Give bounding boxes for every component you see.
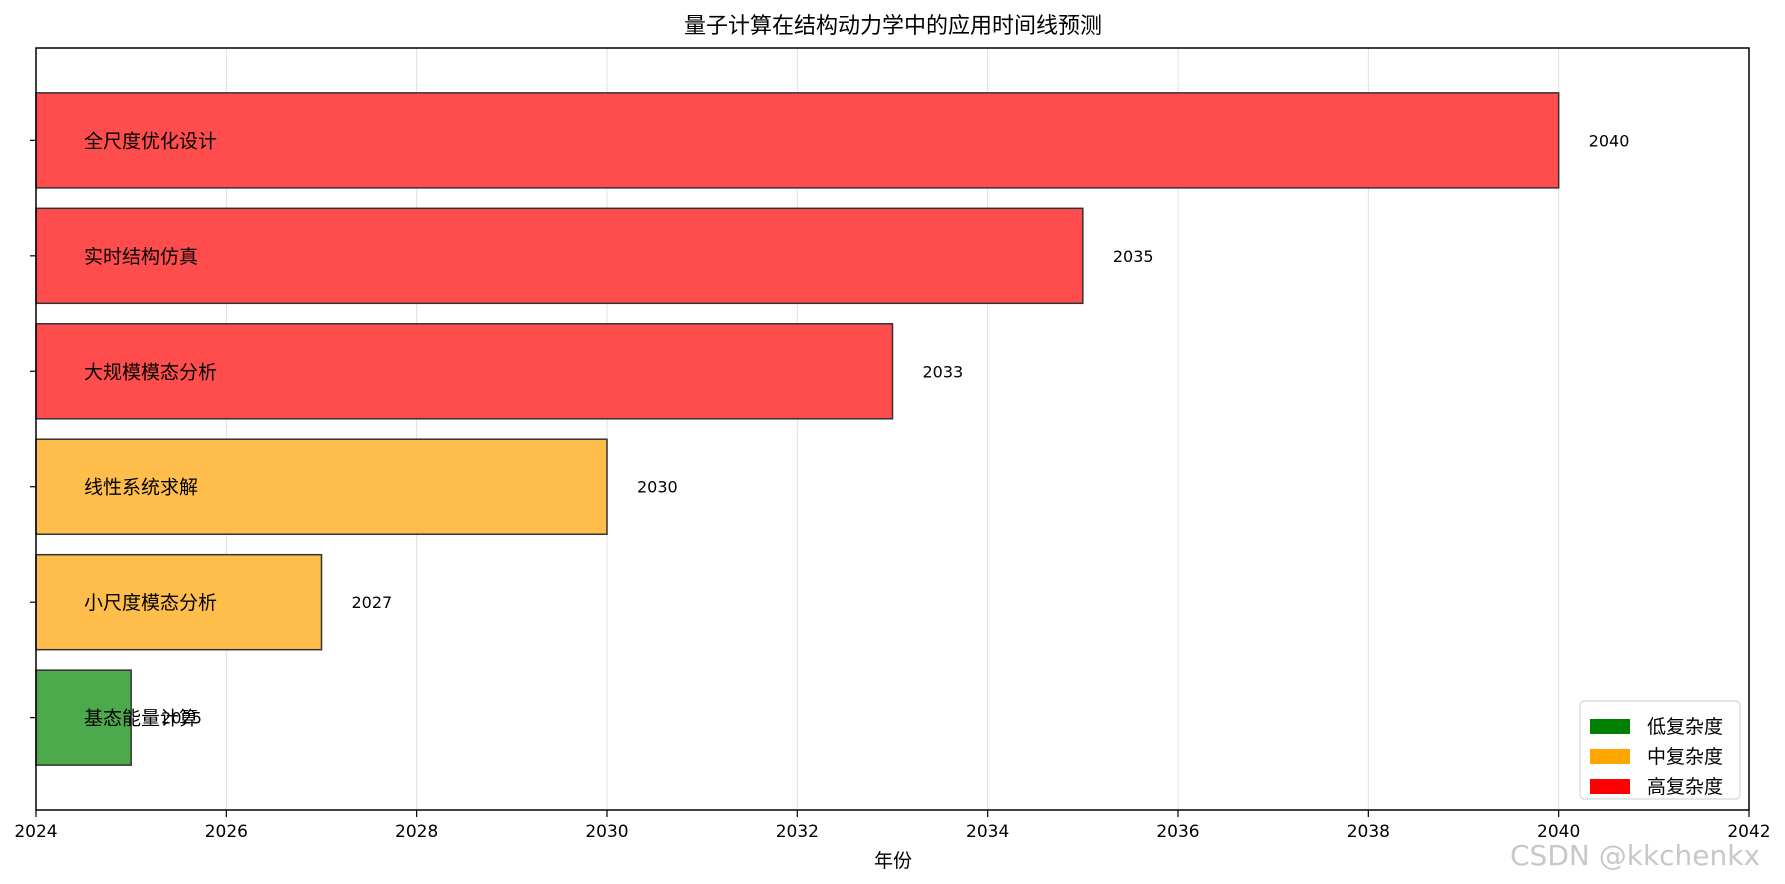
x-tick-label: 2040: [1537, 822, 1580, 842]
x-tick-label: 2026: [205, 822, 248, 842]
bar: [35, 207, 1084, 305]
legend-label: 中复杂度: [1647, 746, 1723, 768]
bar-value-label: 2027: [352, 593, 393, 612]
x-tick-label: 2038: [1347, 822, 1390, 842]
bar-value-label: 2033: [923, 362, 964, 381]
x-tick-label: 2042: [1727, 822, 1770, 842]
bar-value-label: 2040: [1589, 131, 1630, 150]
bars-layer: 全尺度优化设计 2040 实时结构仿真 2035 大规模模态分析 2033 线性系统求解 20…: [35, 92, 1630, 766]
bar-category-label: 全尺度优化设计: [84, 130, 217, 152]
bar-category-label: 小尺度模态分析: [84, 592, 217, 614]
bar-value-label: 2030: [637, 478, 678, 497]
legend-swatch: [1590, 779, 1630, 794]
bar-category-label: 线性系统求解: [84, 477, 198, 499]
watermark: CSDN @kkchenkx: [1510, 839, 1760, 872]
bar-category-label: 实时结构仿真: [84, 246, 198, 268]
legend-swatch: [1590, 719, 1630, 734]
bar: [35, 553, 323, 651]
legend-swatch: [1590, 749, 1630, 764]
bar: [35, 92, 1560, 189]
chart-title: 量子计算在结构动力学中的应用时间线预测: [684, 14, 1102, 39]
legend-label: 低复杂度: [1647, 716, 1723, 738]
ticks-layer: 2024 2026 2028 2030 2032 2034 2036 2038 2040 2042: [14, 139, 1771, 842]
x-tick-label: 2028: [395, 822, 438, 842]
x-tick-label: 2030: [585, 822, 628, 842]
x-tick-label: 2024: [14, 822, 57, 842]
legend-label: 高复杂度: [1647, 776, 1723, 798]
bar-value-label: 2035: [1113, 247, 1154, 266]
x-tick-label: 2036: [1156, 822, 1199, 842]
x-tick-label: 2034: [966, 822, 1009, 842]
bar-category-label: 基态能量计算: [84, 708, 198, 730]
x-axis-label: 年份: [874, 850, 912, 872]
x-tick-label: 2032: [776, 822, 819, 842]
bar-category-label: 大规模模态分析: [84, 361, 217, 383]
bar-value-label: 2025: [161, 709, 202, 728]
plot-frame: [35, 47, 1750, 811]
